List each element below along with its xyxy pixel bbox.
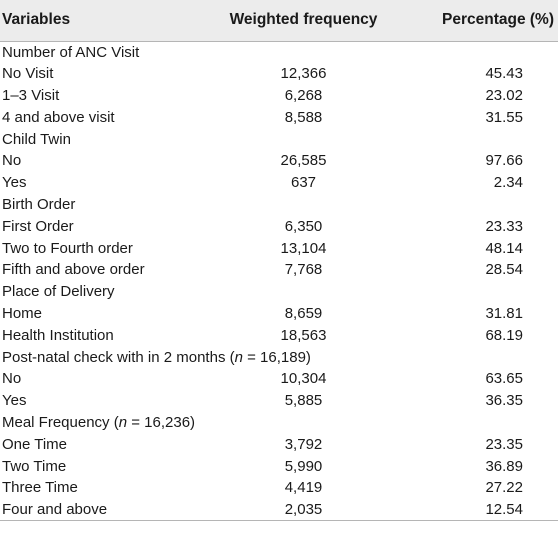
row-percentage: 31.81 <box>485 304 523 322</box>
data-table: Variables Weighted frequency Percentage … <box>0 0 558 522</box>
row-label: First Order <box>2 217 74 235</box>
row-percentage: 23.35 <box>485 435 523 453</box>
row-label: No Visit <box>2 65 54 83</box>
row-label: Yes <box>2 174 27 192</box>
table-row: 4 and above visit 8,588 31.55 <box>0 106 558 128</box>
table-header: Variables Weighted frequency Percentage … <box>0 0 558 42</box>
row-label: 1–3 Visit <box>2 86 60 104</box>
row-frequency: 637 <box>290 174 317 192</box>
row-label: No <box>2 370 22 388</box>
header-row: Variables Weighted frequency Percentage … <box>0 0 558 42</box>
section-label: Post-natal check with in 2 months (n = 1… <box>0 346 558 368</box>
section-row: Place of Delivery <box>0 281 558 303</box>
section-label-n: n <box>234 348 243 366</box>
section-row: Child Twin <box>0 128 558 150</box>
table-row: Two to Fourth order 13,104 48.14 <box>0 237 558 259</box>
table-row: Two Time 5,990 36.89 <box>0 455 558 477</box>
section-label-text: Meal Frequency ( <box>2 413 119 431</box>
header-variables: Variables <box>0 0 212 42</box>
row-percentage: 36.35 <box>485 392 523 410</box>
row-percentage: 2.34 <box>493 174 523 192</box>
table-row: Home 8,659 31.81 <box>0 303 558 325</box>
row-percentage: 27.22 <box>485 479 523 497</box>
table-row: No Visit 12,366 45.43 <box>0 63 558 85</box>
header-weighted-frequency: Weighted frequency <box>212 0 395 42</box>
row-percentage: 28.54 <box>485 261 523 279</box>
row-frequency: 12,366 <box>280 65 327 83</box>
row-frequency: 5,990 <box>284 457 323 475</box>
row-percentage: 68.19 <box>485 326 523 344</box>
row-frequency: 8,659 <box>284 304 323 322</box>
row-percentage: 45.43 <box>485 65 523 83</box>
section-row: Number of ANC Visit <box>0 41 558 63</box>
table-row: Fifth and above order 7,768 28.54 <box>0 259 558 281</box>
table-row: Yes 637 2.34 <box>0 172 558 194</box>
row-percentage: 48.14 <box>485 239 523 257</box>
row-label: Three Time <box>2 479 78 497</box>
section-row: Birth Order <box>0 194 558 216</box>
table-row: No 10,304 63.65 <box>0 368 558 390</box>
row-label: One Time <box>2 435 68 453</box>
row-frequency: 10,304 <box>280 370 327 388</box>
row-label: No <box>2 152 22 170</box>
row-percentage: 31.55 <box>485 108 523 126</box>
row-frequency: 6,350 <box>284 217 323 235</box>
row-label: Four and above <box>0 498 212 522</box>
table-body: Number of ANC Visit No Visit 12,366 45.43 1–… <box>0 41 558 522</box>
header-percentage: Percentage (%) <box>395 0 558 42</box>
row-label: Health Institution <box>2 326 114 344</box>
row-label: Yes <box>2 392 27 410</box>
row-frequency: 7,768 <box>284 261 323 279</box>
table-row: Health Institution 18,563 68.19 <box>0 324 558 346</box>
section-label: Meal Frequency (n = 16,236) <box>0 412 558 434</box>
section-label: Child Twin <box>2 130 71 148</box>
table-row: First Order 6,350 23.33 <box>0 215 558 237</box>
row-frequency: 3,792 <box>284 435 323 453</box>
section-label-text: Post-natal check with in 2 months ( <box>2 348 235 366</box>
row-frequency: 13,104 <box>280 239 327 257</box>
section-row: Meal Frequency (n = 16,236) <box>0 412 558 434</box>
table-row: One Time 3,792 23.35 <box>0 433 558 455</box>
row-percentage: 23.02 <box>485 86 523 104</box>
row-frequency: 6,268 <box>284 86 323 104</box>
section-label-count: = 16,236) <box>127 413 196 431</box>
section-label: Place of Delivery <box>2 283 115 301</box>
row-percentage: 23.33 <box>485 217 523 235</box>
row-label: Two Time <box>2 457 67 475</box>
section-row: Post-natal check with in 2 months (n = 1… <box>0 346 558 368</box>
section-label: Number of ANC Visit <box>2 43 140 61</box>
row-frequency: 18,563 <box>280 326 327 344</box>
table-row: 1–3 Visit 6,268 23.02 <box>0 85 558 107</box>
row-frequency: 5,885 <box>284 392 323 410</box>
row-label: Home <box>2 304 43 322</box>
table-row: No 26,585 97.66 <box>0 150 558 172</box>
table-row: Four and above 2,035 12.54 <box>0 498 558 522</box>
row-label: Two to Fourth order <box>2 239 133 257</box>
row-frequency: 2,035 <box>212 498 395 522</box>
table-row: Three Time 4,419 27.22 <box>0 477 558 499</box>
row-frequency: 4,419 <box>284 479 323 497</box>
row-label: 4 and above visit <box>2 108 115 126</box>
section-label-n: n <box>118 413 128 431</box>
row-percentage: 97.66 <box>485 152 523 170</box>
table-row: Yes 5,885 36.35 <box>0 390 558 412</box>
row-frequency: 26,585 <box>280 152 327 170</box>
row-label: Fifth and above order <box>2 261 145 279</box>
row-percentage: 63.65 <box>485 370 523 388</box>
section-label: Birth Order <box>2 195 76 213</box>
section-label-count: = 16,189) <box>242 348 311 366</box>
row-percentage: 12.54 <box>395 498 558 522</box>
row-frequency: 8,588 <box>284 108 323 126</box>
row-percentage: 36.89 <box>485 457 523 475</box>
